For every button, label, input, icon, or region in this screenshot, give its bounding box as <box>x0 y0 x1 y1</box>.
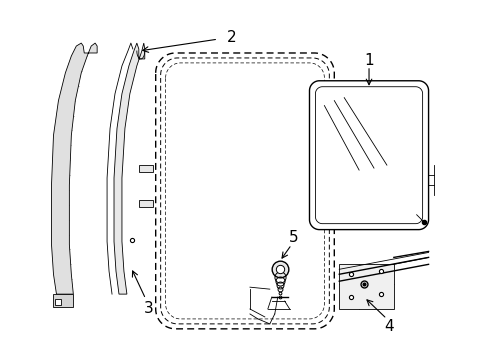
Polygon shape <box>114 43 144 294</box>
Polygon shape <box>55 299 61 305</box>
Polygon shape <box>139 200 152 207</box>
Text: 5: 5 <box>288 230 298 245</box>
Text: 3: 3 <box>143 301 153 316</box>
Polygon shape <box>53 294 73 307</box>
Polygon shape <box>339 264 393 309</box>
Text: 2: 2 <box>227 30 236 45</box>
Polygon shape <box>51 43 97 294</box>
Polygon shape <box>309 81 427 230</box>
Text: 4: 4 <box>383 319 393 334</box>
Text: 1: 1 <box>364 53 373 68</box>
Polygon shape <box>139 165 152 172</box>
